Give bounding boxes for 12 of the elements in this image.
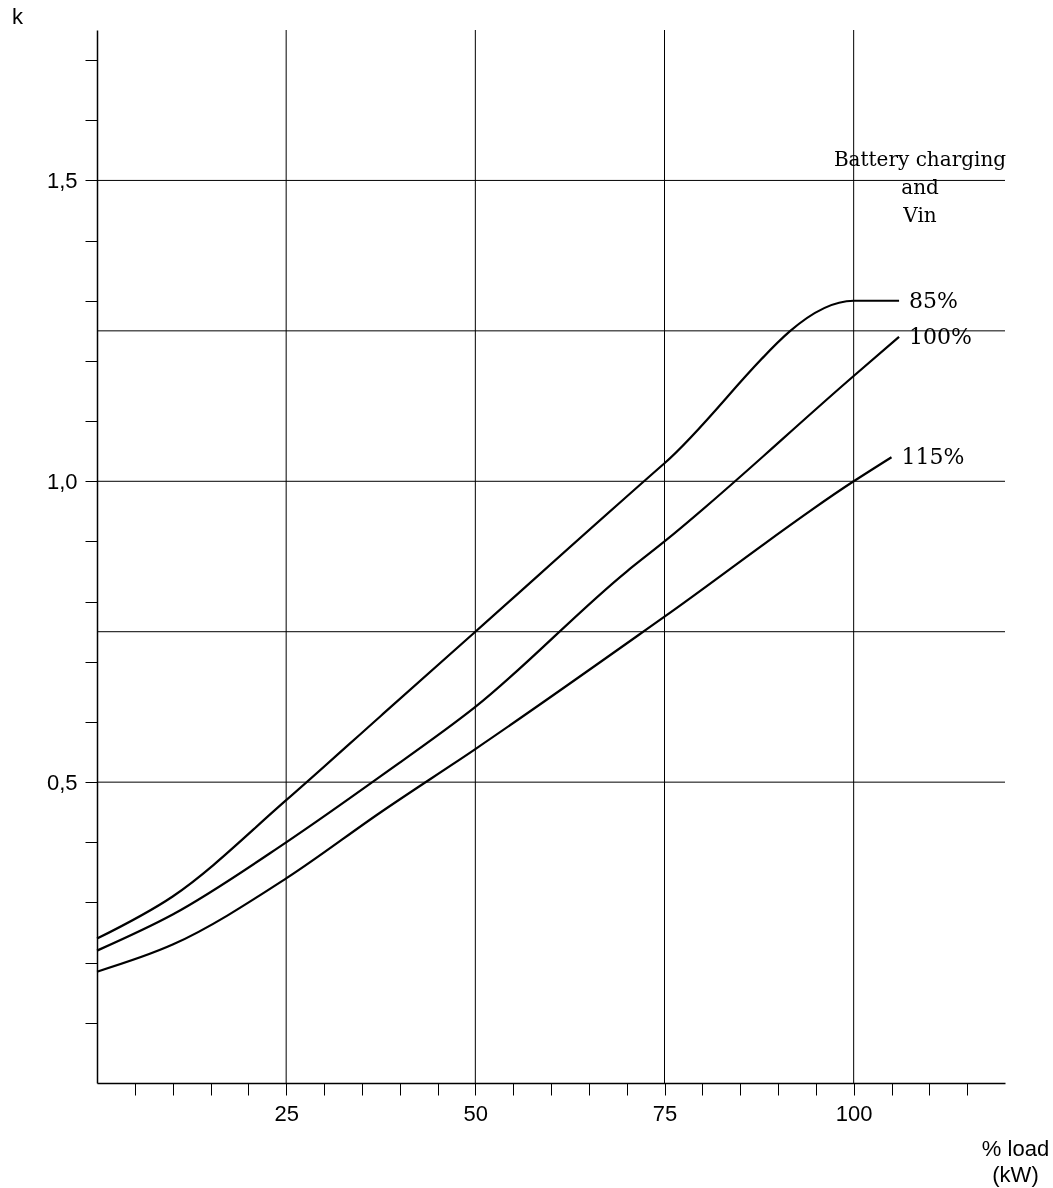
- x-tick-label: 25: [274, 1100, 299, 1126]
- x-axis-title: % load (kW): [981, 1135, 1050, 1187]
- y-tick-label: 1,5: [46, 167, 78, 193]
- y-tick-label: 0,5: [46, 769, 78, 795]
- series-label: 85%: [909, 287, 958, 313]
- x-tick-label: 75: [652, 1100, 678, 1126]
- y-axis-title: k: [12, 3, 24, 29]
- series-label: 115%: [901, 444, 965, 470]
- x-tick-label: 100: [835, 1100, 873, 1126]
- series-label: 100%: [909, 323, 972, 349]
- y-tick-label: 1,0: [46, 468, 78, 494]
- x-tick-label: 50: [463, 1100, 489, 1126]
